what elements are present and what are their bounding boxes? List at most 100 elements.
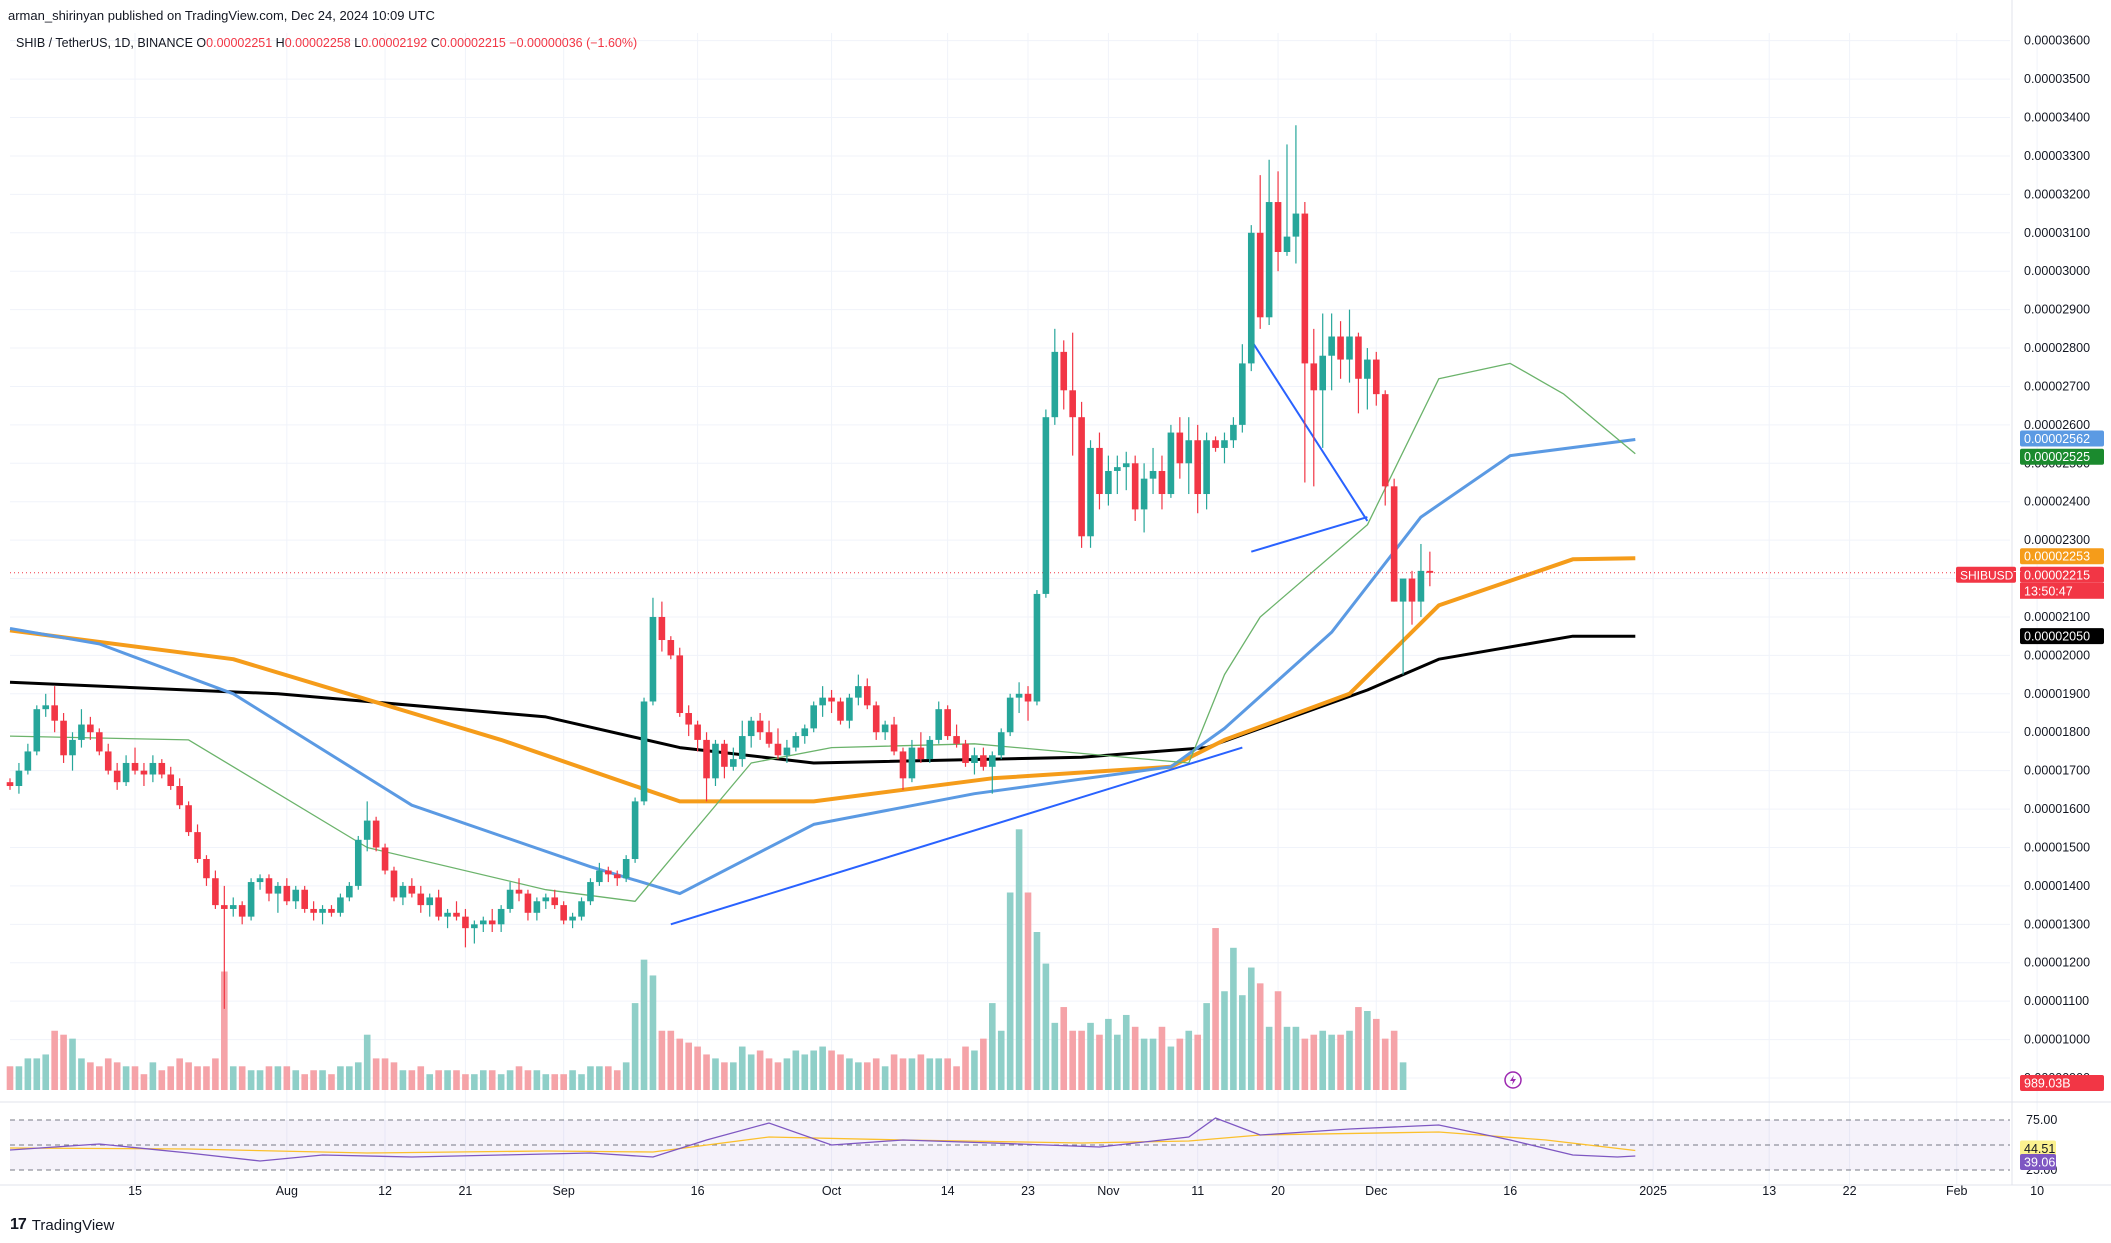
grid xyxy=(0,0,2111,1186)
candle-body xyxy=(872,705,880,733)
candle-body xyxy=(346,885,353,898)
countdown-box xyxy=(2020,582,2104,599)
high-value: 0.00002258 xyxy=(284,36,351,50)
volume-bar xyxy=(712,1058,719,1090)
volume-bar xyxy=(1096,1034,1103,1090)
volume-bar xyxy=(1346,1030,1353,1090)
rsi-ma-value-tag: 44.51 xyxy=(2024,1142,2055,1156)
volume-bar xyxy=(1274,991,1282,1090)
rsi-pane xyxy=(9,1117,2010,1171)
volume-bar xyxy=(104,1058,112,1090)
candle-body xyxy=(328,908,335,913)
volume-bar xyxy=(1381,1038,1389,1090)
candle-body xyxy=(462,916,469,929)
volume-bar xyxy=(846,1058,853,1090)
candle-body xyxy=(1372,359,1380,395)
volume-bar xyxy=(417,1066,425,1090)
candle-body xyxy=(1328,336,1335,356)
candle-body xyxy=(1364,359,1371,379)
candle-body xyxy=(935,709,943,740)
candle-body xyxy=(560,905,567,921)
candle-body xyxy=(203,859,210,879)
volume-bar xyxy=(1310,1034,1318,1090)
candle-body xyxy=(1274,202,1282,252)
candle-body xyxy=(390,870,398,898)
volume-bar xyxy=(194,1066,201,1090)
tradingview-footer[interactable]: 17 TradingView xyxy=(10,1216,114,1234)
candle-body xyxy=(104,751,112,771)
x-tick-label: 23 xyxy=(1021,1184,1035,1198)
rsi-line xyxy=(9,1117,1636,1162)
candle-body xyxy=(274,885,282,894)
volume-bar xyxy=(613,1070,621,1090)
candle-body xyxy=(1131,463,1139,510)
y-tick-label: 0.00001900 xyxy=(2024,687,2090,701)
volume-bar xyxy=(42,1054,50,1090)
candle-body xyxy=(238,905,246,917)
x-tick-label: 20 xyxy=(1271,1184,1285,1198)
y-tick-label: 0.00001500 xyxy=(2024,840,2090,854)
volume-bar xyxy=(24,1058,32,1090)
candle-body xyxy=(917,747,925,760)
price-tag-shibusdt-box xyxy=(2020,566,2104,583)
candle-body xyxy=(569,916,576,921)
candle-body xyxy=(444,912,451,917)
candle-body xyxy=(515,889,523,894)
candle-body xyxy=(363,820,371,840)
volume-bar xyxy=(694,1046,701,1090)
ema20-line xyxy=(9,362,1636,902)
candle-body xyxy=(1301,213,1309,364)
volume-bar xyxy=(506,1070,514,1090)
volume-bar xyxy=(203,1066,210,1090)
candle-body xyxy=(676,655,684,714)
time-axis[interactable]: 15 Aug 12 21 Sep 16 Oct 14 23 Nov 11 20 Dec 16 2025 13 2… xyxy=(128,1184,2044,1198)
volume-bar xyxy=(1203,1003,1210,1090)
volume-bar xyxy=(1176,1038,1184,1090)
volume-bar xyxy=(631,1003,639,1090)
volume-bar xyxy=(774,1062,782,1090)
volume-bar xyxy=(1024,892,1032,1090)
candle-body xyxy=(703,739,710,779)
y-tick-label: 0.00003100 xyxy=(2024,226,2090,240)
volume-bar xyxy=(1033,932,1041,1090)
price-axis[interactable]: 0.000009000.000010000.000011000.00001200… xyxy=(2024,34,2090,1177)
volume-bar xyxy=(238,1066,246,1090)
price-tag-ema-50: 0.00002562 xyxy=(2024,432,2090,446)
candle-body xyxy=(372,820,380,848)
x-tick-label: Dec xyxy=(1365,1184,1387,1198)
candle-body xyxy=(997,732,1005,756)
candle-body xyxy=(587,882,594,902)
volume-bar xyxy=(1185,1030,1193,1090)
candle-body xyxy=(1265,202,1273,318)
volume-bar xyxy=(935,1058,943,1090)
volume-bar xyxy=(560,1074,567,1090)
candle-body xyxy=(131,762,139,771)
candle-body xyxy=(596,870,603,883)
candle-body xyxy=(453,912,460,917)
volume-bar xyxy=(765,1058,773,1090)
volume-bar xyxy=(292,1070,300,1090)
x-tick-label: Feb xyxy=(1946,1184,1968,1198)
y-tick-label: 0.00002300 xyxy=(2024,533,2090,547)
volume-bar xyxy=(828,1050,835,1090)
candle-body xyxy=(828,697,835,702)
volume-bar xyxy=(596,1066,603,1090)
candle-body xyxy=(801,728,809,737)
candle-body xyxy=(113,770,121,783)
volume-bar xyxy=(462,1074,469,1090)
candle-body xyxy=(837,701,844,721)
candle-body xyxy=(658,616,666,641)
volume-bar xyxy=(1319,1030,1327,1090)
x-tick-label: 15 xyxy=(128,1184,142,1198)
trendline xyxy=(1250,339,1369,522)
volume-bar xyxy=(372,1058,380,1090)
volume-bar xyxy=(158,1070,166,1090)
volume-bar xyxy=(390,1062,398,1090)
volume-bar xyxy=(953,1066,960,1090)
volume-bar xyxy=(721,1062,728,1090)
volume-bar xyxy=(399,1070,407,1090)
volume-bar xyxy=(1301,1038,1309,1090)
symbol-tag-box xyxy=(1956,566,2016,583)
volume-bar xyxy=(1051,1022,1059,1090)
